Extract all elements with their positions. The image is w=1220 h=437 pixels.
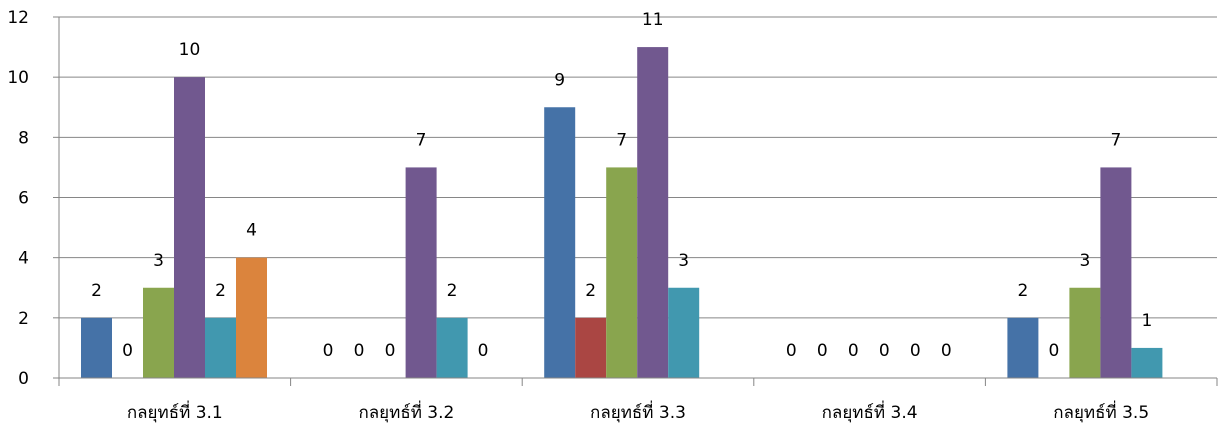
bar <box>544 107 576 378</box>
y-axis-ticks: 0 2 4 6 8 10 12 <box>7 8 60 389</box>
y-tick-label: 12 <box>7 8 29 28</box>
data-label: 0 <box>323 341 334 361</box>
data-label: 11 <box>642 10 664 30</box>
data-label: 0 <box>910 341 921 361</box>
data-label: 3 <box>678 251 689 271</box>
category-label: กลยุทธ์ที่ 3.5 <box>1053 400 1149 423</box>
category-labels: กลยุทธ์ที่ 3.1 กลยุทธ์ที่ 3.2 กลยุทธ์ที่ 3… <box>127 400 1149 423</box>
data-label: 0 <box>122 341 133 361</box>
bar <box>236 257 267 378</box>
data-label: 4 <box>246 221 257 241</box>
category-label: กลยุทธ์ที่ 3.4 <box>822 400 918 423</box>
data-label: 2 <box>91 281 102 301</box>
data-label: 0 <box>478 341 489 361</box>
bar <box>606 167 638 378</box>
data-label: 7 <box>1110 130 1121 150</box>
data-label: 0 <box>786 341 797 361</box>
y-tick-label: 0 <box>18 369 29 389</box>
bar <box>205 317 236 378</box>
bar <box>436 317 468 378</box>
data-label: 1 <box>1141 311 1152 331</box>
x-axis <box>58 377 1218 386</box>
bar <box>143 287 174 378</box>
y-tick-label: 4 <box>18 249 29 269</box>
category-label: กลยุทธ์ที่ 3.3 <box>590 400 686 423</box>
y-tick-label: 10 <box>7 68 29 88</box>
bars <box>81 47 1163 379</box>
category-label: กลยุทธ์ที่ 3.2 <box>358 400 454 423</box>
bar <box>1007 317 1039 378</box>
data-label: 0 <box>354 341 365 361</box>
data-label: 0 <box>941 341 952 361</box>
category-label: กลยุทธ์ที่ 3.1 <box>127 400 223 423</box>
data-label: 10 <box>179 40 201 60</box>
bar <box>405 167 437 378</box>
bar <box>1100 167 1132 378</box>
data-label: 7 <box>416 130 427 150</box>
bar <box>81 317 112 378</box>
y-tick-label: 8 <box>18 128 29 148</box>
data-label: 2 <box>215 281 226 301</box>
data-label: 7 <box>616 130 627 150</box>
bar <box>575 317 607 378</box>
y-tick-label: 2 <box>18 309 29 329</box>
bar <box>1131 347 1163 378</box>
data-label: 2 <box>447 281 458 301</box>
data-label: 0 <box>848 341 859 361</box>
data-label: 0 <box>1048 341 1059 361</box>
data-label: 2 <box>585 281 596 301</box>
data-label: 0 <box>385 341 396 361</box>
bar <box>637 47 669 378</box>
data-label: 9 <box>554 70 565 90</box>
bar <box>1069 287 1101 378</box>
data-label: 3 <box>153 251 164 271</box>
y-tick-label: 6 <box>18 189 29 209</box>
data-label: 0 <box>817 341 828 361</box>
bar <box>174 77 205 379</box>
data-label: 0 <box>879 341 890 361</box>
bar <box>668 287 700 378</box>
data-label: 3 <box>1079 251 1090 271</box>
data-label: 2 <box>1017 281 1028 301</box>
